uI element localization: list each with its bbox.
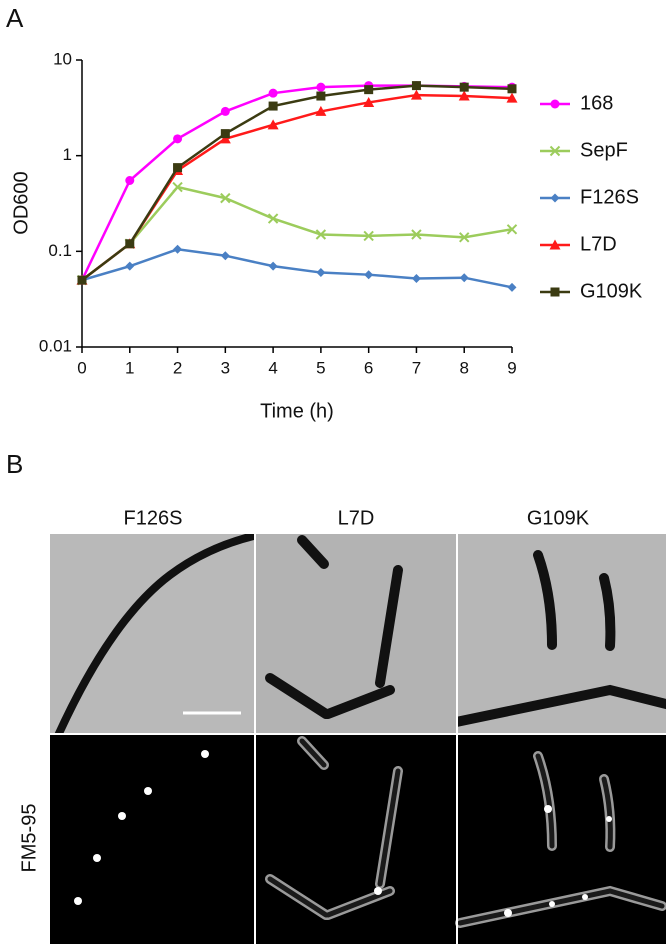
x-tick-label: 5: [316, 358, 325, 377]
point: [459, 273, 469, 283]
series-line: [81, 93, 513, 282]
legend-marker: [549, 145, 561, 157]
x-tick-label: 7: [412, 358, 421, 377]
point: [173, 134, 183, 144]
point: [220, 251, 230, 261]
fluorescence-images: [50, 732, 666, 944]
legend-label: L7D: [580, 233, 617, 255]
point: [411, 274, 421, 284]
column-label: L7D: [338, 507, 375, 529]
legend-marker: [550, 99, 560, 109]
x-tick-label: 3: [221, 358, 230, 377]
series-line: [81, 185, 513, 282]
column-label: F126S: [124, 507, 183, 529]
point: [220, 106, 230, 116]
point: [125, 239, 135, 249]
point: [316, 91, 326, 101]
x-tick-label: 4: [268, 358, 277, 377]
y-tick-label: 0.01: [39, 336, 72, 355]
plot: 0.01 0.1 1 10 0 1 2 3 4 5 6 7 8 9 168 SepF F126S L7D G109K: [39, 49, 643, 377]
point: [268, 101, 278, 111]
legend-marker: [550, 287, 560, 297]
panel-label: B: [6, 449, 23, 479]
x-tick-label: 2: [173, 358, 182, 377]
point: [315, 105, 327, 116]
series-line: [81, 248, 513, 289]
phase-contrast-images: [50, 534, 666, 733]
point: [459, 232, 470, 243]
point: [411, 81, 421, 91]
point: [172, 181, 183, 193]
point: [267, 119, 279, 130]
point: [268, 261, 278, 271]
point: [268, 88, 278, 98]
point: [173, 163, 183, 173]
point: [410, 89, 422, 100]
point: [458, 90, 470, 101]
y-axis-title: OD600: [10, 171, 32, 234]
x-tick-label: 0: [77, 358, 86, 377]
x-tick-label: 8: [459, 358, 468, 377]
point: [411, 229, 422, 240]
legend-label: G109K: [580, 280, 643, 302]
point: [364, 85, 374, 95]
point: [316, 82, 326, 92]
point: [220, 192, 231, 204]
point: [506, 224, 518, 235]
point: [267, 213, 279, 224]
x-axis-title: Time (h): [260, 400, 334, 422]
x-tick-label: 6: [364, 358, 373, 377]
legend-marker: [550, 193, 560, 203]
legend-marker: [549, 239, 561, 250]
point: [507, 84, 517, 94]
y-tick-label: 0.1: [48, 241, 72, 260]
x-tick-label: 1: [125, 358, 134, 377]
legend-label: 168: [580, 92, 613, 114]
point: [125, 176, 135, 186]
point: [125, 261, 135, 271]
point: [220, 129, 230, 139]
panel-label: A: [6, 3, 24, 33]
point: [364, 270, 374, 280]
legend-label: F126S: [580, 186, 639, 208]
point: [316, 268, 326, 278]
point: [459, 82, 469, 92]
row-label: FM5-95: [18, 804, 40, 873]
x-tick-label: 9: [507, 358, 516, 377]
series-line: [81, 84, 513, 282]
point: [315, 229, 327, 240]
point: [173, 244, 183, 254]
column-label: G109K: [527, 507, 590, 529]
point: [363, 96, 375, 107]
point: [506, 92, 518, 103]
series-line: [80, 84, 513, 281]
y-tick-label: 10: [53, 49, 72, 68]
legend-label: SepF: [580, 139, 628, 161]
point: [77, 275, 87, 285]
point: [219, 133, 231, 144]
point: [363, 230, 374, 242]
point: [507, 282, 517, 292]
y-tick-label: 1: [63, 145, 72, 164]
